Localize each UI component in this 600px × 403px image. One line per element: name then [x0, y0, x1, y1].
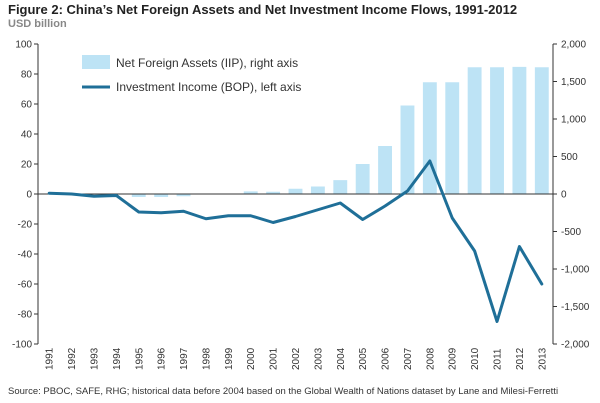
bar-2000 [243, 191, 258, 195]
x-tick-label-2012: 2012 [515, 347, 526, 370]
left-axis-ticks: -100 -80 -60 -40 -20 0 20 40 60 80 100 [12, 40, 38, 351]
right-tick-label: -2,000 [561, 340, 590, 351]
bar-2001 [266, 191, 281, 194]
bar-2009 [445, 82, 460, 194]
legend: Net Foreign Assets (IIP), right axis Inv… [82, 55, 301, 94]
left-tick-label: -60 [18, 280, 33, 291]
x-tick-label-2007: 2007 [403, 347, 414, 370]
left-tick-label: -80 [18, 310, 33, 321]
legend-label-line: Investment Income (BOP), left axis [116, 80, 301, 94]
left-tick-label: 100 [15, 40, 32, 51]
right-tick-label: 2,000 [561, 40, 586, 51]
left-tick-label: -40 [18, 250, 33, 261]
left-tick-label: 0 [26, 190, 32, 201]
x-tick-label-2013: 2013 [537, 347, 548, 370]
x-tick-label-2009: 2009 [448, 347, 459, 370]
x-tick-label-2006: 2006 [381, 347, 392, 370]
x-tick-label-1997: 1997 [179, 347, 190, 370]
right-tick-label: -1,000 [561, 265, 590, 276]
x-axis-ticks: 1991 1992 1993 1994 1995 1996 1997 1998 1999 2000… [45, 347, 549, 370]
legend-swatch-bar [82, 55, 110, 69]
x-tick-label-2005: 2005 [358, 347, 369, 370]
bar-2013 [534, 67, 549, 194]
legend-label-bar: Net Foreign Assets (IIP), right axis [116, 56, 298, 70]
x-tick-label-2011: 2011 [493, 348, 504, 370]
chart-title: Figure 2: China’s Net Foreign Assets and… [8, 2, 518, 17]
chart-subtitle: USD billion [8, 18, 67, 30]
x-tick-label-2004: 2004 [336, 347, 347, 370]
line-series [47, 159, 544, 323]
left-tick-label: 20 [21, 160, 33, 171]
x-tick-label-1996: 1996 [157, 347, 168, 370]
right-tick-label: -1,500 [561, 302, 590, 313]
x-tick-label-2000: 2000 [246, 347, 257, 370]
left-tick-label: -100 [12, 340, 32, 351]
bar-2005 [355, 164, 370, 194]
x-tick-label-1995: 1995 [134, 347, 145, 370]
bar-2004 [333, 180, 348, 195]
bar-2002 [288, 188, 303, 194]
bar-1997 [176, 194, 191, 197]
bar-1996 [154, 194, 169, 197]
right-tick-label: 0 [561, 190, 567, 201]
x-tick-label-2010: 2010 [470, 347, 481, 370]
left-tick-label: 80 [21, 70, 33, 81]
bar-2012 [512, 66, 527, 195]
right-axis-ticks: -2,000 -1,500 -1,000 -500 0 500 1,000 1,500 2,00… [553, 40, 590, 351]
x-tick-label-1992: 1992 [67, 347, 78, 370]
bar-1995 [131, 194, 146, 197]
x-tick-label-1991: 1991 [45, 347, 56, 370]
left-tick-label: -20 [18, 220, 33, 231]
bar-2007 [400, 105, 415, 194]
x-tick-label-1994: 1994 [112, 347, 123, 370]
bar-2010 [467, 67, 482, 194]
right-tick-label: 500 [561, 152, 578, 163]
bar-2006 [378, 146, 392, 194]
right-tick-label: 1,500 [561, 77, 586, 88]
x-tick-label-2002: 2002 [291, 347, 302, 370]
x-tick-label-2001: 2001 [269, 347, 280, 370]
left-tick-label: 60 [21, 100, 33, 111]
right-tick-label: 1,000 [561, 115, 586, 126]
x-tick-label-1999: 1999 [224, 347, 235, 370]
bar-2003 [310, 186, 325, 194]
x-tick-label-1998: 1998 [201, 347, 212, 370]
bar-2011 [490, 67, 504, 194]
right-tick-label: -500 [561, 227, 581, 238]
source-note: Source: PBOC, SAFE, RHG; historical data… [8, 386, 559, 397]
x-tick-label-2003: 2003 [313, 347, 324, 370]
x-tick-label-1993: 1993 [89, 347, 100, 370]
left-tick-label: 40 [21, 130, 33, 141]
x-tick-label-2008: 2008 [425, 347, 436, 370]
